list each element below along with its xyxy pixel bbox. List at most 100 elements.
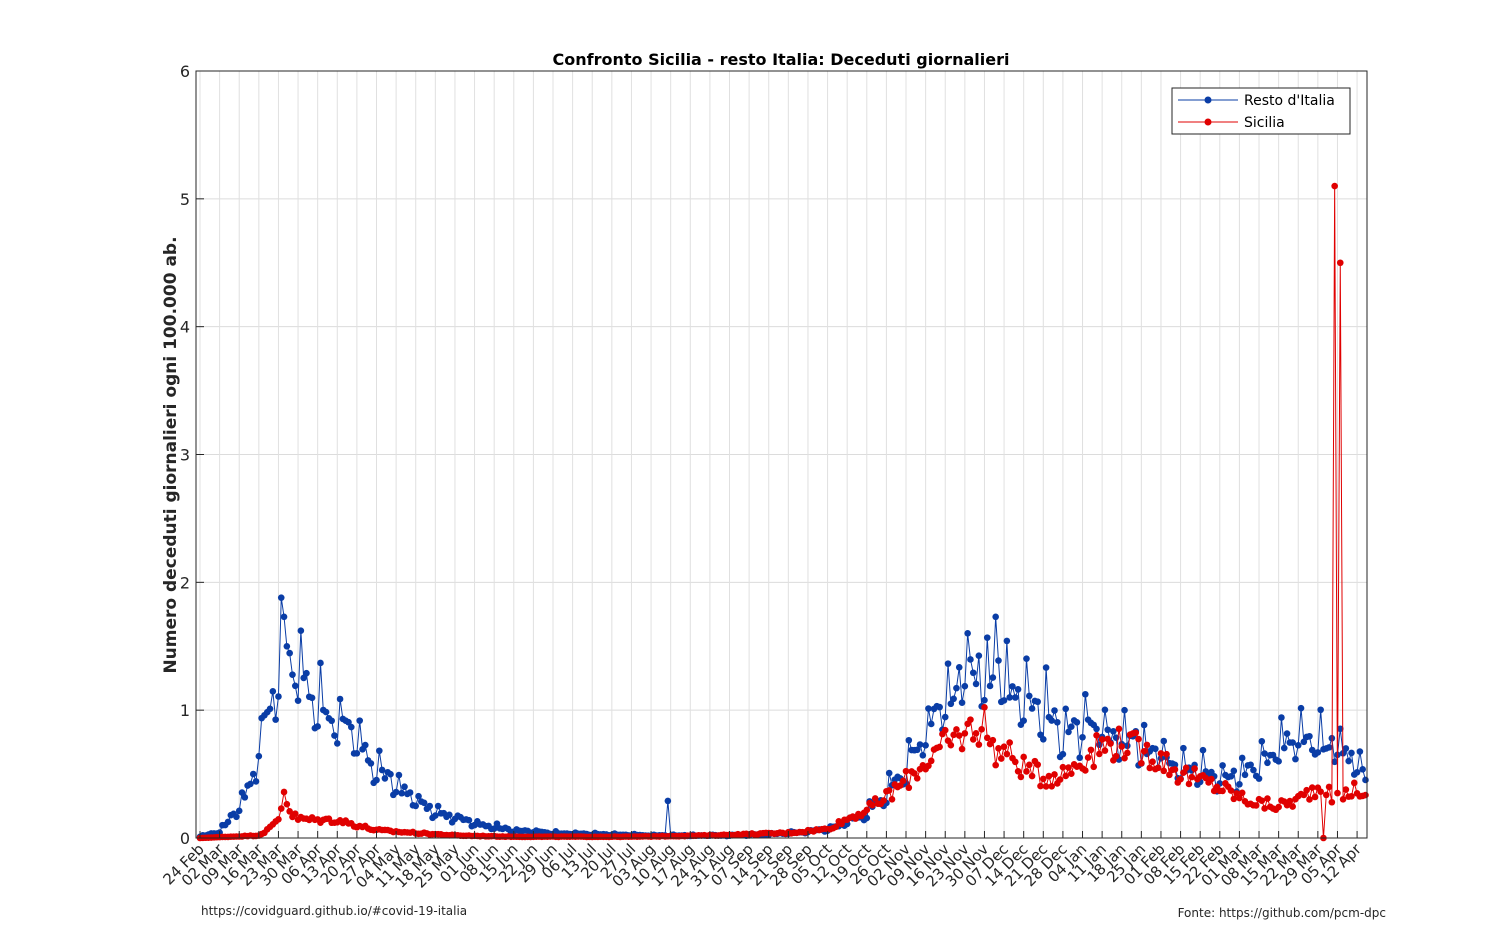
data-point bbox=[235, 807, 243, 815]
data-point bbox=[426, 802, 434, 810]
data-point bbox=[981, 696, 988, 704]
data-point bbox=[1051, 707, 1058, 714]
data-point bbox=[398, 789, 406, 797]
data-point bbox=[308, 694, 316, 702]
data-point bbox=[950, 731, 957, 739]
data-point bbox=[983, 634, 991, 641]
data-point bbox=[1160, 767, 1168, 775]
data-point bbox=[1362, 791, 1369, 799]
data-point bbox=[1090, 763, 1098, 771]
data-point bbox=[1093, 725, 1100, 733]
data-point bbox=[1059, 763, 1067, 771]
data-point bbox=[950, 695, 957, 703]
data-point bbox=[1028, 772, 1036, 780]
data-point bbox=[1350, 779, 1358, 787]
data-point bbox=[978, 726, 985, 733]
data-point bbox=[376, 747, 383, 755]
data-point bbox=[992, 613, 999, 621]
data-point bbox=[1048, 783, 1055, 790]
data-point bbox=[1154, 764, 1162, 772]
data-point bbox=[1000, 743, 1008, 751]
data-point bbox=[275, 815, 282, 823]
data-point bbox=[1311, 793, 1319, 801]
data-point bbox=[899, 777, 907, 785]
data-point bbox=[1011, 758, 1019, 766]
data-point bbox=[1076, 754, 1084, 762]
data-point bbox=[1003, 750, 1011, 758]
data-point bbox=[1238, 754, 1246, 762]
data-point bbox=[1180, 769, 1187, 776]
data-point bbox=[1199, 746, 1207, 754]
data-point bbox=[947, 741, 955, 749]
y-tick-label: 0 bbox=[180, 829, 190, 848]
data-point bbox=[289, 671, 296, 678]
data-point bbox=[1098, 736, 1106, 743]
data-point bbox=[1042, 783, 1050, 790]
data-point bbox=[905, 784, 913, 792]
data-point bbox=[1124, 749, 1131, 757]
data-point bbox=[1171, 761, 1179, 769]
data-point bbox=[927, 720, 935, 728]
data-point bbox=[1023, 768, 1030, 775]
data-point bbox=[1014, 768, 1022, 775]
data-point bbox=[322, 708, 330, 716]
data-point bbox=[317, 659, 324, 667]
data-point bbox=[1101, 706, 1109, 714]
data-point bbox=[1065, 764, 1072, 771]
legend-label: Resto d'Italia bbox=[1244, 93, 1335, 109]
data-point bbox=[1087, 746, 1095, 754]
data-point bbox=[1308, 784, 1316, 791]
data-point bbox=[967, 656, 974, 663]
chart-title: Confronto Sicilia - resto Italia: Decedu… bbox=[553, 50, 1010, 69]
grid bbox=[196, 70, 1367, 839]
data-point bbox=[1073, 718, 1081, 726]
data-point bbox=[465, 816, 473, 824]
data-point bbox=[1342, 745, 1350, 752]
data-point bbox=[944, 660, 952, 667]
y-tick-label: 5 bbox=[180, 190, 190, 209]
data-point bbox=[972, 680, 980, 688]
data-point bbox=[1264, 759, 1271, 767]
data-point bbox=[1017, 773, 1025, 781]
data-point bbox=[936, 743, 943, 751]
y-tick-label: 4 bbox=[180, 318, 190, 337]
data-point bbox=[1230, 767, 1238, 775]
data-point bbox=[362, 741, 369, 749]
data-point bbox=[1014, 686, 1022, 693]
data-point bbox=[913, 775, 921, 782]
data-point bbox=[1297, 704, 1305, 712]
data-point bbox=[863, 814, 871, 822]
data-point bbox=[1188, 773, 1196, 781]
data-point bbox=[1286, 797, 1294, 805]
data-point bbox=[1034, 698, 1041, 706]
data-point bbox=[958, 699, 966, 706]
data-point bbox=[1275, 758, 1282, 765]
data-point bbox=[961, 730, 969, 737]
data-point bbox=[406, 789, 414, 796]
data-point bbox=[869, 801, 876, 809]
data-point bbox=[975, 652, 983, 659]
data-point bbox=[1143, 741, 1151, 749]
data-point bbox=[1115, 725, 1123, 733]
data-point bbox=[1146, 764, 1154, 772]
data-point bbox=[347, 723, 355, 731]
data-point bbox=[1264, 795, 1271, 802]
y-tick-label: 3 bbox=[180, 446, 190, 465]
data-point bbox=[291, 810, 299, 817]
y-tick-label: 2 bbox=[180, 573, 190, 592]
data-point bbox=[1238, 789, 1246, 797]
data-point bbox=[1104, 726, 1112, 734]
data-point bbox=[395, 771, 403, 779]
data-point bbox=[280, 613, 288, 621]
data-point bbox=[969, 669, 977, 677]
data-point bbox=[345, 718, 352, 726]
data-point bbox=[1328, 798, 1336, 806]
data-point bbox=[1227, 773, 1235, 780]
data-point bbox=[432, 812, 439, 819]
data-point bbox=[1359, 766, 1366, 773]
data-point bbox=[1107, 740, 1114, 747]
data-point bbox=[1045, 772, 1053, 780]
data-point bbox=[1082, 767, 1089, 774]
data-point bbox=[1306, 732, 1313, 740]
